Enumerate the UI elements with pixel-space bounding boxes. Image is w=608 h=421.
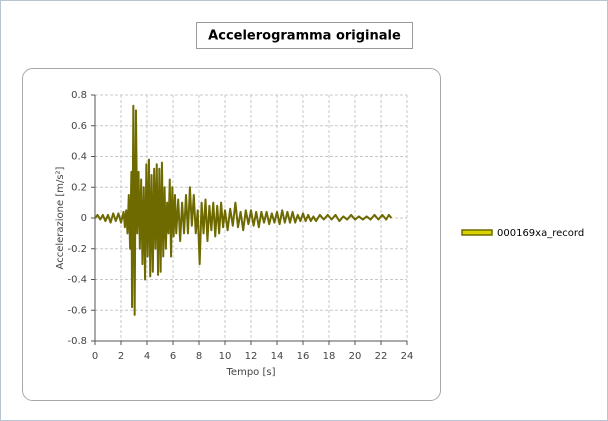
x-tick-label: 6 — [170, 351, 176, 362]
x-tick-label: 14 — [271, 351, 284, 362]
legend-label: 000169xa_record — [497, 228, 584, 239]
x-tick-label: 0 — [92, 351, 98, 362]
chart-title: Accelerogramma originale — [208, 29, 401, 44]
plot-area: 0 2 4 6 8 10 12 14 16 18 20 22 240.80.60.40.20-0.2-0… — [67, 90, 413, 362]
x-tick-label: 8 — [196, 351, 202, 362]
y-tick-label: -0.8 — [67, 336, 87, 347]
y-tick-label: -0.4 — [67, 275, 87, 286]
title-box — [196, 22, 413, 49]
x-tick-label: 18 — [323, 351, 336, 362]
x-tick-label: 4 — [144, 351, 150, 362]
y-tick-label: -0.6 — [67, 305, 87, 316]
y-tick-label: 0.4 — [71, 152, 87, 163]
legend-swatch — [461, 229, 493, 236]
y-tick-label: -0.2 — [67, 244, 87, 255]
y-axis-label: Accelerazione [m/s²] — [55, 166, 66, 269]
x-tick-label: 24 — [401, 351, 414, 362]
x-tick-label: 10 — [219, 351, 232, 362]
chart-panel — [22, 68, 441, 401]
y-tick-label: 0.6 — [71, 121, 87, 132]
x-tick-label: 2 — [118, 351, 124, 362]
x-tick-label: 16 — [297, 351, 310, 362]
x-tick-label: 12 — [245, 351, 258, 362]
x-tick-label: 20 — [349, 351, 362, 362]
y-tick-label: 0 — [81, 213, 87, 224]
series-line — [94, 104, 393, 316]
x-axis-label: Tempo [s] — [226, 367, 276, 378]
y-tick-label: 0.2 — [71, 182, 87, 193]
x-tick-label: 22 — [375, 351, 388, 362]
y-tick-label: 0.8 — [71, 90, 87, 101]
